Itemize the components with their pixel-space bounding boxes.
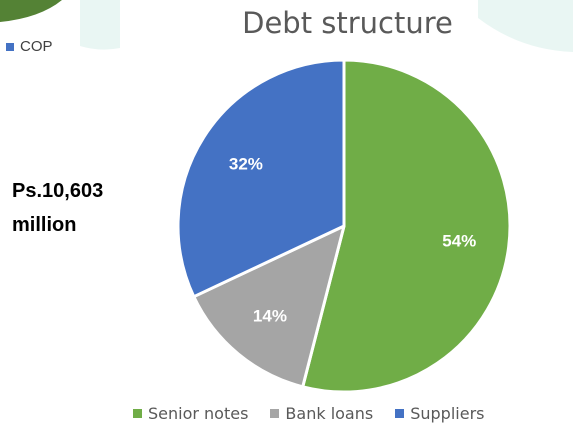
legend-label-bank-loans: Bank loans [285,404,374,423]
data-label-bank-loans: 14% [253,307,287,326]
chart-title: Debt structure [242,6,453,40]
total-amount-line-2: million [12,214,77,236]
total-amount: Ps.10,603 million [12,174,103,242]
previous-pie-fragment [0,0,62,22]
legend-swatch-bank-loans [270,409,280,418]
previous-legend-label: COP [20,38,53,55]
legend-swatch-senior-notes [133,409,142,418]
pie-slice-bank-loans [192,224,346,389]
legend-swatch-suppliers [395,409,405,418]
legend-item-bank-loans: Bank loans [270,404,373,423]
previous-legend-swatch [6,42,14,51]
legend-label-senior-notes: Senior notes [148,404,249,423]
chart-legend: Senior notes Bank loans Suppliers [133,404,484,423]
pie-slice-suppliers [176,58,346,299]
legend-item-suppliers: Suppliers [395,404,484,423]
pie-slice-senior-notes [301,58,512,394]
legend-label-suppliers: Suppliers [410,404,485,423]
previous-legend-item: COP [6,38,53,55]
data-label-suppliers: 32% [229,155,263,174]
total-amount-line-1: Ps.10,603 [12,180,104,202]
data-label-senior-notes: 54% [442,232,476,251]
teal-band-right [478,0,573,52]
teal-band-left [80,0,120,50]
legend-item-senior-notes: Senior notes [133,404,248,423]
